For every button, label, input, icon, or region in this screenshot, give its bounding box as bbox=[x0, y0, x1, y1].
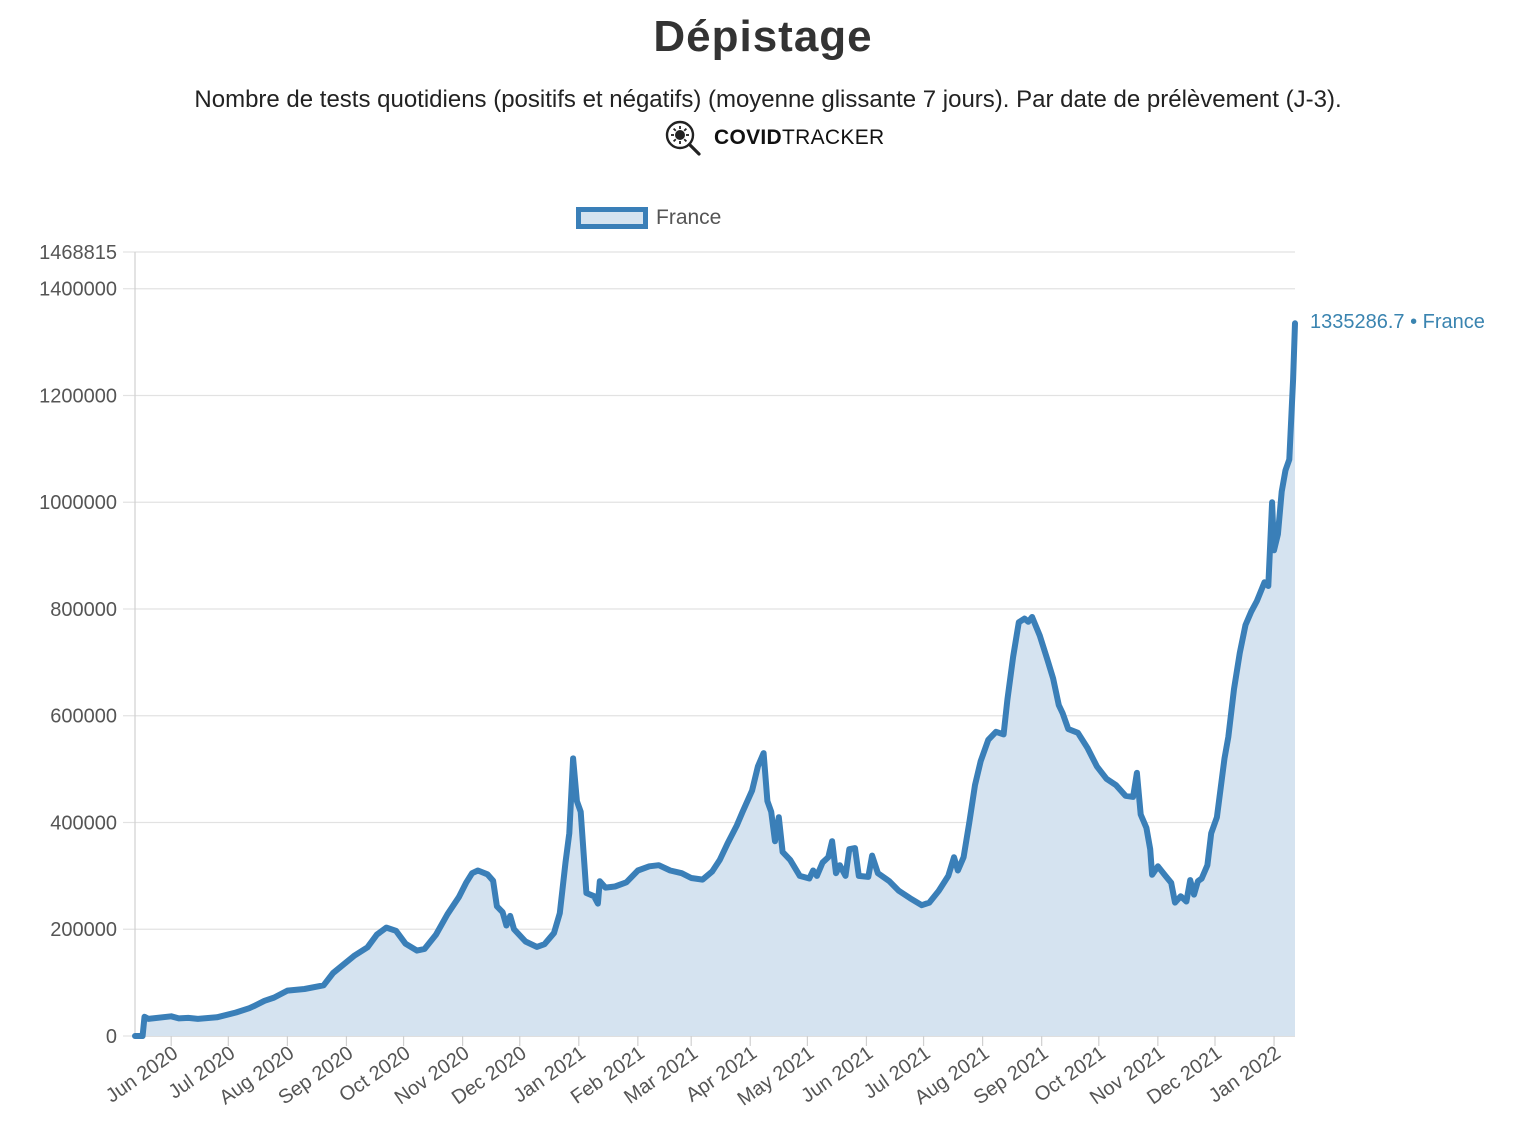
chart-title: Dépistage bbox=[653, 12, 873, 61]
chart-subtitle: Nombre de tests quotidiens (positifs et … bbox=[194, 86, 1342, 113]
y-tick-label: 1200000 bbox=[39, 385, 117, 407]
brand-name: COVIDTRACKER bbox=[714, 126, 885, 149]
y-tick-label: 200000 bbox=[50, 919, 117, 941]
brand-logo[interactable]: COVIDTRACKER bbox=[664, 118, 884, 158]
y-tick-label: 800000 bbox=[50, 599, 117, 621]
last-value-label: 1335286.7 • France bbox=[1310, 311, 1485, 333]
legend[interactable]: France bbox=[576, 206, 721, 230]
series-line-france bbox=[132, 320, 1298, 1039]
virus-magnifier-icon bbox=[665, 120, 701, 156]
y-tick-label: 600000 bbox=[50, 706, 117, 728]
y-tick-label: 400000 bbox=[50, 812, 117, 834]
series-area-france bbox=[135, 323, 1295, 1036]
legend-label-france: France bbox=[656, 206, 722, 229]
y-tick-label: 1400000 bbox=[39, 279, 117, 301]
legend-swatch-france bbox=[576, 207, 648, 229]
x-tick-label: Jun 2020 bbox=[102, 1042, 182, 1107]
y-tick-label: 0 bbox=[106, 1026, 117, 1048]
y-tick-label: 1468815 bbox=[39, 242, 117, 264]
y-tick-label: 1000000 bbox=[39, 492, 117, 514]
